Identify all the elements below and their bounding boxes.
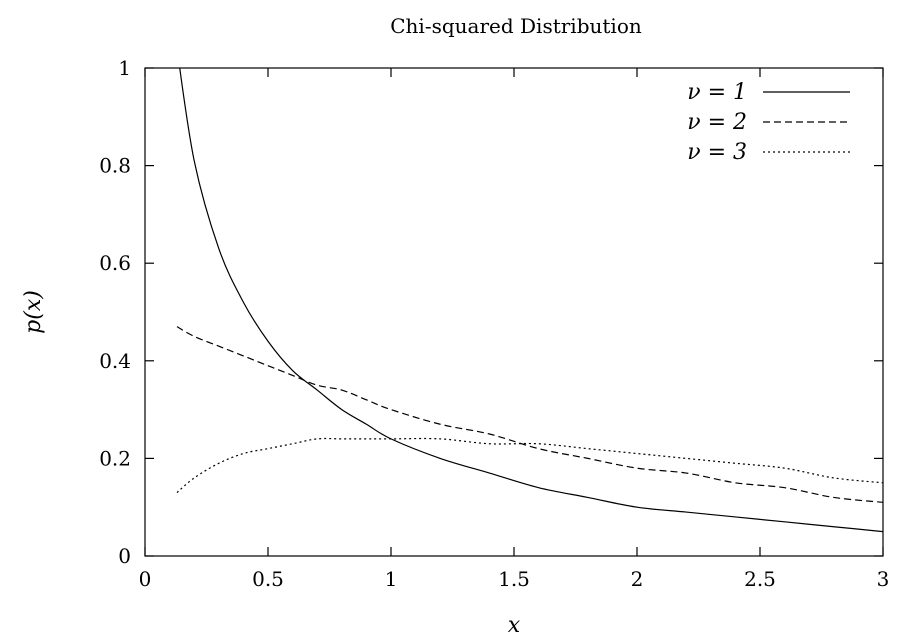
y-tick-label: 0.6 <box>99 251 131 275</box>
y-tick-label: 0.2 <box>99 446 131 470</box>
data-series <box>176 68 883 533</box>
legend: ν = 1 ν = 2 ν = 3 <box>687 80 850 165</box>
x-axis-label: x <box>508 613 521 638</box>
y-axis-label: p(x) <box>21 290 46 334</box>
chart-title: Chi-squared Distribution <box>390 14 642 38</box>
legend-label-1: ν = 1 <box>687 80 747 105</box>
series-line-2 <box>176 326 883 503</box>
x-tick-label: 1.5 <box>498 567 530 591</box>
series-group-1 <box>179 68 883 533</box>
x-tick-label: 0.5 <box>252 567 284 591</box>
legend-label-3: ν = 3 <box>687 140 747 165</box>
series-group-2 <box>176 326 883 503</box>
legend-label-2: ν = 2 <box>687 110 747 135</box>
y-tick-label: 0 <box>118 544 131 568</box>
series-line-1 <box>179 68 883 533</box>
plot-area-frame <box>144 67 884 557</box>
axis-ticks: 0 0.5 1 1.5 2 2.5 3 0 0.2 0.4 0.6 0.8 1 <box>99 56 889 591</box>
x-tick-label: 1 <box>385 567 398 591</box>
x-tick-label: 0 <box>139 567 152 591</box>
x-tick-label: 2.5 <box>744 567 776 591</box>
y-tick-label: 0.4 <box>99 349 131 373</box>
x-tick-label: 3 <box>877 567 890 591</box>
y-tick-label: 1 <box>118 56 131 80</box>
y-tick-label: 0.8 <box>99 154 131 178</box>
x-tick-label: 2 <box>631 567 644 591</box>
